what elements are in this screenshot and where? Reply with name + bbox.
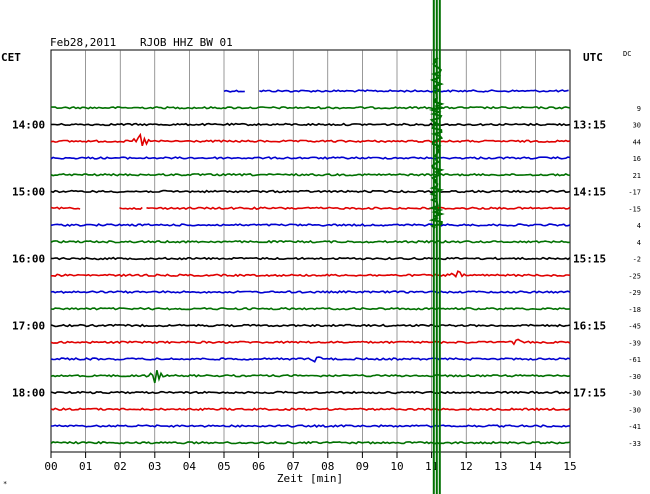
dc-offset-label: -17: [628, 189, 641, 197]
left-hour-label: 14:00: [12, 119, 45, 132]
trace-line: [50, 370, 571, 384]
trace-line: [50, 338, 571, 346]
trace-line: [50, 206, 571, 211]
right-hour-label: 16:15: [573, 320, 606, 333]
dc-offset-label: -45: [628, 323, 641, 331]
x-tick-label: 11: [425, 460, 438, 473]
trace-line: [50, 356, 571, 363]
dc-offset-label: -61: [628, 356, 641, 364]
date-label: Feb28,2011: [50, 36, 116, 49]
x-axis-label: Zeit [min]: [277, 472, 343, 485]
right-hour-label: 14:15: [573, 186, 606, 199]
x-tick-label: 04: [183, 460, 197, 473]
x-tick-label: 01: [79, 460, 92, 473]
dc-offset-label: -18: [628, 306, 641, 314]
right-hour-label: 15:15: [573, 253, 606, 266]
dc-offset-label: -39: [628, 339, 641, 347]
x-tick-label: 08: [321, 460, 334, 473]
grid: 00 01 02 03 04 05 06 07 08 09 10 11 12 13 14 15: [44, 49, 577, 473]
labels: Feb28,2011 RJOB HHZ BW 01 CET UTC DC Zei…: [1, 36, 641, 488]
trace-line: [50, 323, 571, 328]
left-timezone-label: CET: [1, 51, 21, 64]
dc-offset-label: -15: [628, 205, 641, 213]
right-hour-label: 17:15: [573, 387, 606, 400]
left-hour-label: 17:00: [12, 320, 45, 333]
corner-mark: *: [3, 480, 7, 488]
trace-line: [50, 239, 571, 244]
dc-offset-label: 21: [633, 172, 641, 180]
trace-line: [50, 306, 571, 311]
station-label: RJOB HHZ BW 01: [140, 36, 233, 49]
x-tick-label: 09: [356, 460, 369, 473]
trace-line: [50, 172, 571, 177]
x-tick-label: 13: [494, 460, 507, 473]
dc-offset-label: 9: [637, 105, 641, 113]
dc-offset-label: -25: [628, 272, 641, 280]
x-tick-label: 10: [390, 460, 403, 473]
x-tick-label: 15: [563, 460, 576, 473]
right-hour-label: 13:15: [573, 119, 606, 132]
x-tick-label: 14: [529, 460, 543, 473]
trace-line: [51, 270, 571, 278]
trace-line: [50, 390, 571, 395]
trace-line: [50, 440, 571, 445]
trace-line: [50, 256, 571, 261]
trace-line: [223, 89, 569, 93]
dc-offset-label: 16: [633, 155, 641, 163]
trace-line: [50, 290, 571, 294]
dc-offset-label: -41: [628, 423, 641, 431]
dc-header-label: DC: [623, 50, 631, 58]
plot-frame: [50, 49, 571, 453]
x-tick-label: 06: [252, 460, 265, 473]
x-tick-label: 05: [217, 460, 230, 473]
trace-line: [50, 189, 571, 194]
left-hour-label: 16:00: [12, 253, 45, 266]
trace-line: [50, 223, 571, 227]
x-tick-label: 02: [114, 460, 127, 473]
dc-offset-label: 4: [637, 239, 641, 247]
dc-offset-label: 30: [633, 122, 641, 130]
x-tick-label: 03: [148, 460, 161, 473]
trace-line: [50, 156, 571, 160]
dc-offset-label: 44: [633, 138, 641, 146]
trace-line: [51, 105, 571, 110]
dc-offset-label: -33: [628, 440, 641, 448]
right-timezone-label: UTC: [583, 51, 603, 64]
trace-line: [51, 424, 571, 428]
x-tick-label: 00: [44, 460, 57, 473]
x-tick-label: 12: [460, 460, 473, 473]
dc-offset-label: -2: [633, 256, 641, 264]
trace-line: [50, 122, 571, 127]
traces: [50, 89, 571, 445]
dc-offset-label: -30: [628, 390, 641, 398]
spike-burst: [428, 57, 445, 229]
left-hour-label: 15:00: [12, 186, 45, 199]
x-tick-label: 07: [287, 460, 300, 473]
dc-offset-label: -30: [628, 406, 641, 414]
dc-offset-label: -30: [628, 373, 641, 381]
dc-offset-label: -29: [628, 289, 641, 297]
trace-line: [50, 132, 571, 147]
left-hour-label: 18:00: [12, 387, 45, 400]
trace-line: [50, 407, 571, 412]
dc-offset-label: 4: [637, 222, 641, 230]
earthquake-spike: [428, 0, 445, 494]
